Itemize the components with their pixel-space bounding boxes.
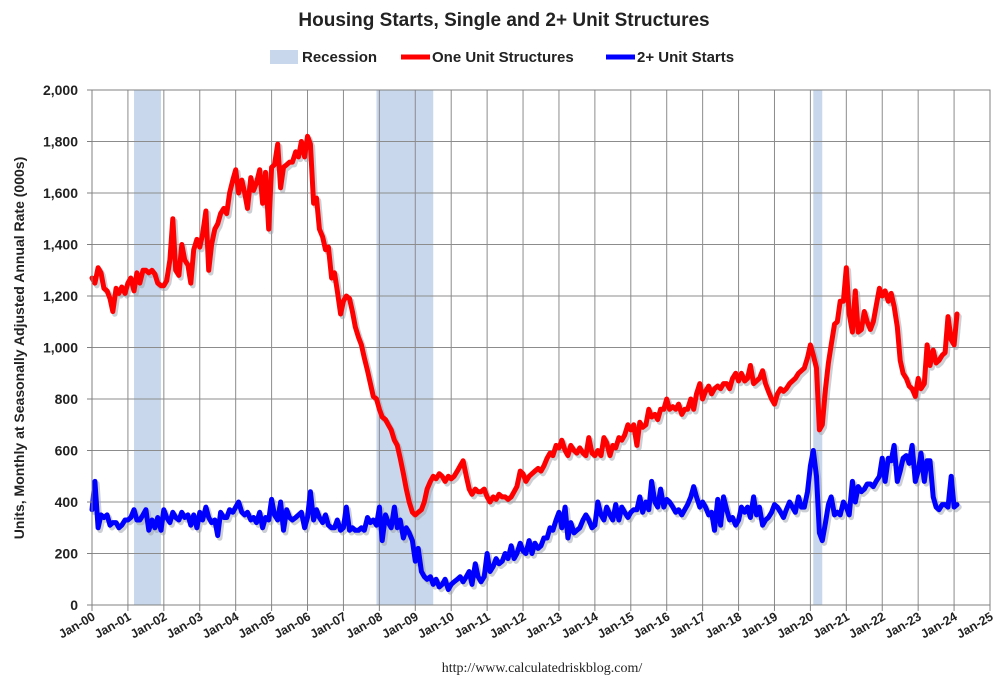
x-tick-label: Jan-21: [811, 609, 852, 641]
y-tick-label: 1,200: [43, 288, 78, 304]
x-tick-label: Jan-20: [775, 609, 816, 641]
x-tick-label: Jan-11: [452, 609, 493, 641]
x-tick-label: Jan-13: [523, 609, 564, 641]
y-axis: 0 200 400 600 800 1,000 1,200 1,400 1,600 1,800 2,…: [43, 82, 92, 613]
x-tick-label: Jan-05: [236, 609, 277, 641]
x-tick-label: Jan-24: [918, 609, 959, 641]
x-tick-label: Jan-07: [308, 609, 349, 641]
x-tick-label: Jan-14: [559, 609, 600, 641]
series-line-one-unit: [89, 133, 960, 518]
y-tick-label: 200: [55, 546, 79, 562]
x-tick-label: Jan-04: [200, 609, 241, 641]
x-tick-label: Jan-19: [739, 609, 780, 641]
y-tick-label: 800: [55, 391, 79, 407]
x-tick-label: Jan-12: [487, 609, 528, 641]
x-tick-label: Jan-15: [595, 609, 636, 641]
x-tick-label: Jan-18: [703, 609, 744, 641]
x-tick-label: Jan-16: [631, 609, 672, 641]
legend-swatch-recession: [270, 50, 298, 64]
x-tick-label: Jan-02: [128, 609, 169, 641]
y-tick-label: 1,000: [43, 340, 78, 356]
series-line-two-plus: [89, 442, 960, 592]
x-tick-label: Jan-17: [667, 609, 708, 641]
x-tick-label: Jan-23: [882, 609, 923, 641]
x-tick-label: Jan-22: [846, 609, 887, 641]
legend-label-two-plus: 2+ Unit Starts: [637, 49, 734, 66]
y-axis-label: Units, Monthly at Seasonally Adjusted An…: [11, 157, 27, 539]
source-url: http://www.calculatedriskblog.com/: [442, 661, 643, 676]
series-layer: [89, 133, 962, 595]
y-tick-label: 2,000: [43, 82, 78, 98]
x-tick-label: Jan-10: [415, 609, 456, 641]
y-tick-label: 0: [70, 597, 78, 613]
y-tick-label: 400: [55, 494, 79, 510]
legend-label-recession: Recession: [302, 49, 377, 66]
y-tick-label: 1,400: [43, 237, 78, 253]
legend-label-one-unit: One Unit Structures: [432, 49, 574, 66]
y-tick-label: 600: [55, 443, 79, 459]
x-tick-label: Jan-03: [164, 609, 205, 641]
x-axis: Jan-00Jan-01Jan-02Jan-03Jan-04Jan-05Jan-…: [56, 605, 996, 641]
x-tick-label: Jan-08: [344, 609, 385, 641]
x-tick-label: Jan-09: [379, 609, 420, 641]
y-tick-label: 1,800: [43, 134, 78, 150]
y-tick-label: 1,600: [43, 185, 78, 201]
x-tick-label: Jan-01: [92, 609, 133, 641]
x-tick-label: Jan-25: [954, 609, 995, 641]
x-tick-label: Jan-06: [272, 609, 313, 641]
legend: Recession One Unit Structures 2+ Unit St…: [270, 49, 734, 66]
x-tick-label: Jan-00: [56, 609, 97, 641]
chart-title: Housing Starts, Single and 2+ Unit Struc…: [298, 10, 709, 31]
